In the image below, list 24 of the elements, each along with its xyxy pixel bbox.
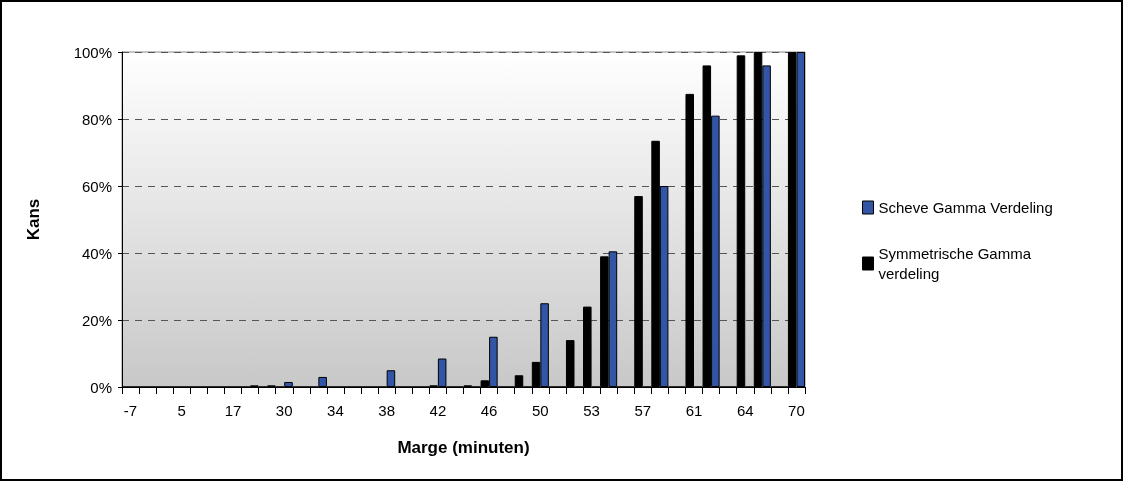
x-tick-label: 53 [583,402,600,419]
x-tick-label: 38 [378,402,396,419]
y-tick-label: 40% [81,244,112,262]
x-tick-label: 5 [177,402,186,419]
y-tick-label: 60% [81,177,112,195]
x-tick-label: -7 [123,402,138,419]
x-tick-label: 17 [224,402,242,419]
y-tick-label: 80% [81,110,112,128]
legend-label: Symmetrische Gamma verdeling [878,245,1036,282]
y-tick-label: 20% [81,311,112,329]
x-tick-label: 57 [634,402,652,419]
y-axis-title: Kans [24,198,43,241]
y-tick-label: 0% [90,378,112,396]
x-axis-title: Marge (minuten) [397,438,530,457]
x-tick-label: 42 [429,402,447,419]
y-tick-label: 100% [73,43,112,61]
x-tick-label: 30 [275,402,293,419]
x-tick-label: 64 [736,402,754,419]
x-tick-label: 34 [327,402,344,419]
x-tick-label: 50 [531,402,549,419]
x-tick-label: 46 [480,402,498,419]
x-tick-label: 61 [685,402,703,419]
legend-label: Scheve Gamma Verdeling [878,199,1053,216]
x-tick-label: 70 [788,402,805,419]
